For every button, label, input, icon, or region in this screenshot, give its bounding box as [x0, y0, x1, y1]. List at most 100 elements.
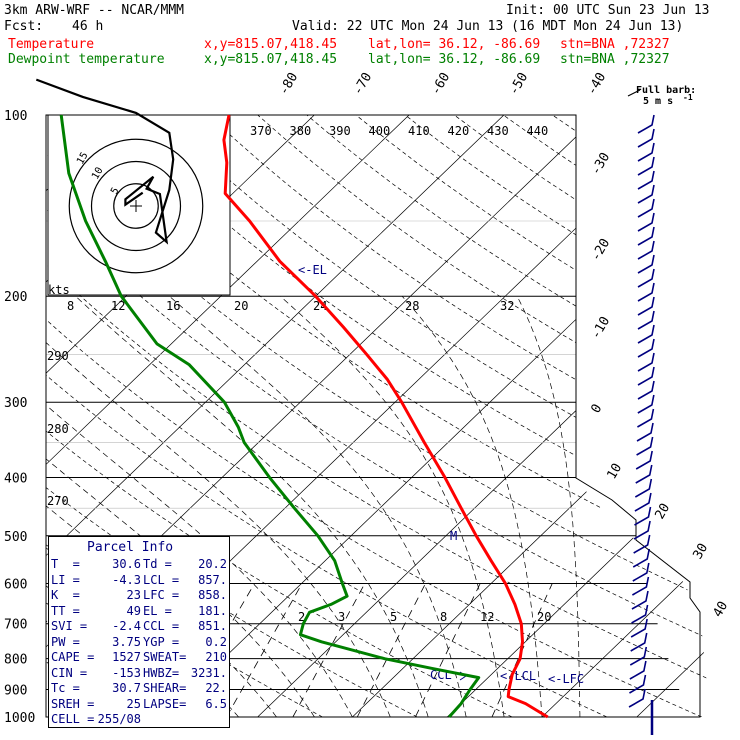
wind-barb: [637, 226, 655, 246]
moist-adiabat: [46, 295, 391, 717]
isotherm-label: -60: [428, 70, 453, 98]
dewpoint-latlon: lat,lon= 36.12, -86.69: [368, 52, 541, 67]
annotation-label: M: [450, 529, 457, 543]
parcel-param-label: LI =: [51, 572, 80, 587]
hodograph-axis-label: 8: [67, 299, 74, 313]
parcel-param-label: T =: [51, 557, 80, 571]
wind-barb: [631, 604, 649, 624]
parcel-param-value: 20.2: [198, 557, 227, 571]
parcel-param-label: LFC =: [143, 588, 180, 602]
annotation-label: <-LFC: [548, 672, 584, 686]
theta-label: 390: [329, 124, 351, 138]
wind-barb: [637, 142, 655, 162]
mixing-ratio-line: [356, 583, 426, 717]
wind-barb: [634, 492, 652, 512]
wind-barb: [637, 408, 655, 428]
wind-barb: [637, 212, 655, 232]
pressure-label: 700: [4, 618, 27, 633]
wind-barb: [629, 646, 648, 666]
wind-barb: [629, 674, 647, 694]
wind-barb: [631, 576, 650, 596]
wind-barb: [637, 156, 655, 176]
dry-adiabat: [46, 115, 608, 717]
temperature-xy: x,y=815.07,418.45: [204, 37, 338, 52]
wind-barb: [637, 352, 655, 372]
hodograph-axis-label: 16: [166, 299, 180, 313]
barb-legend-unit: -1: [683, 93, 693, 102]
parcel-param-value: 181.: [198, 603, 227, 618]
dry-adiabat: [503, 115, 710, 717]
parcel-param-value: 858.: [198, 588, 227, 602]
wind-barb: [637, 170, 655, 190]
isotherm-label: 40: [710, 599, 731, 620]
isotherm-label: -40: [584, 70, 609, 98]
parcel-param-value: 210: [205, 650, 227, 664]
wind-barb: [633, 520, 651, 540]
temperature-latlon: lat,lon= 36.12, -86.69: [368, 37, 541, 52]
isotherm-label: -30: [588, 150, 613, 178]
parcel-param-value: 3.75: [112, 634, 141, 649]
parcel-param-label: SVI =: [51, 619, 88, 633]
hodograph-axis-label: 28: [405, 299, 419, 313]
pressure-label: 400: [4, 471, 27, 486]
theta-side-label: 280: [47, 422, 69, 436]
diagram-frame: [45, 114, 701, 718]
mixing-ratio-label: 3: [338, 610, 345, 624]
moist-adiabat: [46, 295, 315, 717]
parcel-param-label: SREH =: [51, 696, 95, 711]
wind-barb: [637, 366, 655, 386]
isotherm-line: [541, 115, 710, 717]
parcel-param-label: LAPSE=: [143, 696, 187, 711]
parcel-info-panel: Parcel Info T = 30.6 Td = 20.2 LI = -4.3 LCL =…: [48, 536, 230, 728]
wind-barb: [637, 198, 655, 218]
wind-barb: [634, 478, 653, 498]
init-time: Init: 00 UTC Sun 23 Jun 13: [506, 3, 710, 18]
parcel-param-value: 30.7: [112, 681, 141, 695]
isotherm-line: [732, 115, 740, 717]
forecast-hour: 46 h: [72, 19, 104, 34]
mixing-ratio-label: 12: [480, 610, 494, 624]
parcel-param-value: 255/08: [97, 712, 141, 726]
isotherm-label: -10: [588, 314, 613, 342]
moist-adiabat: [280, 295, 505, 717]
wind-barb: [630, 618, 648, 638]
hodograph-trace: [35, 78, 175, 245]
wind-barb: [634, 506, 652, 526]
wind-barb: [635, 464, 653, 484]
annotation-label: <-EL: [298, 263, 327, 277]
wind-barb: [637, 324, 655, 344]
theta-label: 380: [290, 124, 312, 138]
wind-barb: [637, 240, 655, 260]
hodograph-axis-label: 20: [234, 299, 248, 313]
hodograph-ring-label: 5: [109, 186, 122, 197]
hodograph-ring-label: 10: [90, 166, 106, 182]
pressure-label: 500: [4, 530, 27, 545]
parcel-param-label: YGP =: [143, 634, 180, 649]
parcel-param-value: 30.6: [112, 557, 141, 571]
pressure-label: 300: [4, 396, 27, 411]
parcel-param-label: Tc =: [51, 681, 80, 695]
wind-barb: [629, 660, 647, 680]
parcel-param-label: SHEAR=: [143, 681, 187, 695]
pressure-label: 600: [4, 577, 27, 592]
isotherm-line: [46, 115, 505, 717]
wind-barb: [637, 268, 655, 288]
parcel-param-label: CAPE =: [51, 650, 95, 664]
isotherm-label: -50: [506, 70, 531, 98]
isotherm-label: 30: [690, 541, 711, 562]
parcel-param-value: 0.2: [205, 634, 227, 649]
hodograph-axis-label: 12: [111, 299, 125, 313]
mixing-ratio-line: [292, 583, 366, 717]
theta-label: 420: [448, 124, 470, 138]
hodograph-ring-label: 15: [75, 151, 91, 167]
isotherm-label: 20: [652, 501, 673, 522]
wind-barb: [636, 436, 654, 456]
isotherm-line: [446, 115, 710, 717]
mixing-ratio-label: 8: [440, 610, 447, 624]
temperature-station: stn=BNA ,72327: [560, 37, 670, 52]
moist-adiabat: [516, 296, 581, 717]
parcel-param-value: 857.: [198, 572, 227, 587]
parcel-param-label: TT =: [51, 603, 80, 618]
mixing-ratio-label: 2: [298, 610, 305, 624]
